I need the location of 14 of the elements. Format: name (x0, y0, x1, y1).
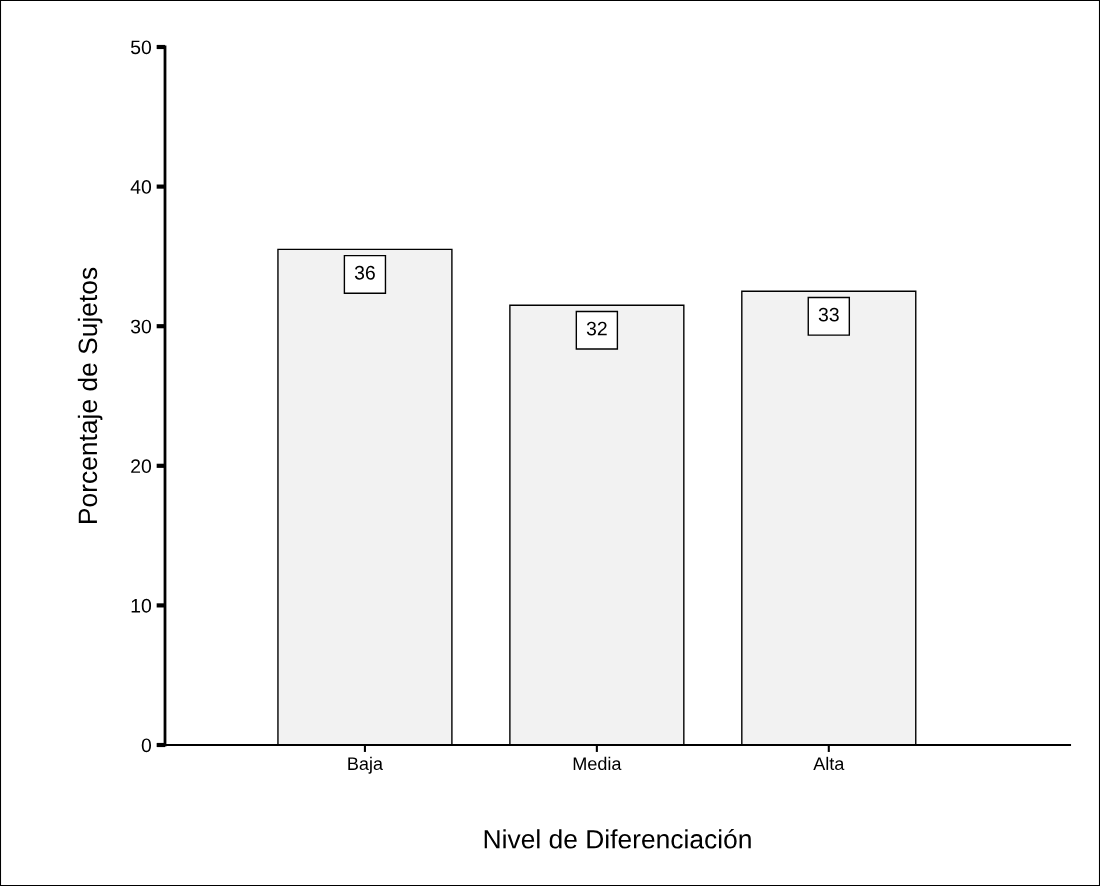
x-tick-label: Baja (348, 756, 383, 774)
y-tick-label: 0 (141, 738, 152, 753)
data-label: 36 (354, 265, 375, 280)
y-tick-label: 30 (130, 319, 152, 334)
x-axis-title: Nivel de Diferenciación (484, 828, 751, 849)
data-label: 32 (586, 321, 607, 336)
y-tick-label: 40 (130, 180, 152, 194)
y-axis-title: Porcentaje de Sujetos (77, 267, 103, 523)
data-label: 33 (818, 307, 839, 322)
x-tick-label: Media (573, 756, 622, 771)
x-tick-label: Alta (813, 756, 845, 771)
y-tick-label: 10 (131, 598, 152, 613)
y-tick-label: 20 (131, 459, 152, 474)
y-tick-label: 50 (130, 40, 152, 55)
